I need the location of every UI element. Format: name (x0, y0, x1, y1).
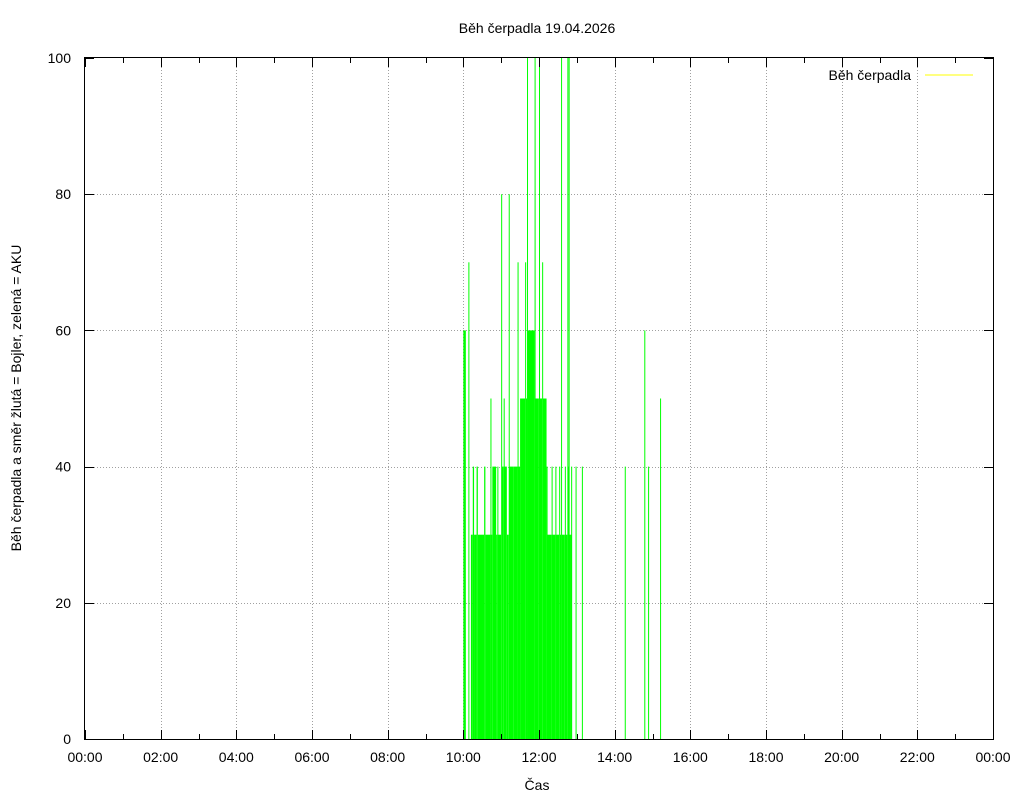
data-bar (568, 466, 570, 739)
data-bar (556, 534, 560, 739)
data-bar (567, 58, 569, 739)
y-tick-label: 60 (55, 322, 71, 338)
y-tick-label: 40 (55, 459, 71, 475)
data-bar (490, 398, 492, 739)
data-bar (564, 466, 566, 739)
data-bar (542, 398, 547, 739)
data-bar (470, 534, 473, 739)
data-bar (568, 58, 570, 739)
data-bar (501, 194, 503, 739)
data-bar (565, 534, 568, 739)
data-bar (472, 466, 475, 739)
data-bar (546, 466, 548, 739)
legend-label: Běh čerpadla (828, 67, 911, 83)
data-bar (539, 58, 540, 739)
x-tick-label: 00:00 (67, 749, 102, 765)
data-bar (552, 534, 556, 739)
data-bar (503, 398, 505, 739)
y-tick-label: 80 (55, 186, 71, 202)
data-bar (555, 466, 557, 739)
y-axis: 0 20 40 60 80 100 (48, 50, 72, 747)
data-bar (474, 534, 477, 739)
data-bar (508, 194, 510, 739)
data-bar (539, 398, 543, 739)
y-tick-label: 20 (55, 595, 71, 611)
data-bar (644, 330, 646, 739)
data-bar (569, 534, 571, 739)
data-bar (477, 534, 485, 739)
data-bar (581, 466, 583, 739)
x-tick-label: 06:00 (294, 749, 329, 765)
x-tick-label: 12:00 (521, 749, 556, 765)
data-bar (506, 534, 509, 739)
data-bar (496, 534, 498, 739)
data-bar (491, 534, 493, 739)
data-bar (504, 466, 507, 739)
data-bar (520, 398, 526, 739)
data-bar (476, 466, 478, 739)
data-bar (527, 58, 529, 739)
data-series-aku (463, 58, 662, 739)
data-bar (542, 262, 544, 739)
data-bar (513, 466, 518, 739)
chart-title: Běh čerpadla 19.04.2026 (459, 20, 616, 36)
data-bar (561, 58, 563, 739)
data-bar (509, 466, 514, 739)
x-tick-label: 10:00 (446, 749, 481, 765)
x-tick-label: 18:00 (748, 749, 783, 765)
x-tick-label: 14:00 (597, 749, 632, 765)
x-tick-label: 16:00 (673, 749, 708, 765)
data-bar (660, 398, 662, 739)
data-bar (468, 262, 470, 739)
y-axis-label: Běh čerpadla a směr žlutá = Bojler, zele… (8, 245, 24, 552)
data-bar (575, 466, 577, 739)
x-tick-label: 20:00 (824, 749, 859, 765)
data-bar (527, 330, 535, 739)
data-bar (525, 262, 527, 739)
x-tick-label: 08:00 (370, 749, 405, 765)
data-bar (547, 534, 552, 739)
x-tick-label: 02:00 (143, 749, 178, 765)
x-axis: 00:00 02:00 04:00 06:00 08:00 10:00 12:00 14:00… (67, 749, 1010, 765)
x-tick-label: 22:00 (900, 749, 935, 765)
data-bar (534, 58, 536, 739)
y-tick-label: 100 (48, 50, 72, 66)
data-bar (535, 398, 539, 739)
x-tick-label: 00:00 (975, 749, 1010, 765)
data-bar (501, 466, 504, 739)
axis-ticks (85, 58, 994, 740)
data-bar (497, 466, 499, 739)
data-bar (551, 466, 553, 739)
data-bar (571, 466, 573, 739)
data-bar (624, 466, 626, 739)
data-bar (559, 534, 562, 739)
x-axis-label: Čas (525, 777, 550, 793)
data-bar (485, 534, 491, 739)
data-bar (559, 466, 561, 739)
data-bar (570, 534, 572, 739)
data-bar (492, 466, 497, 739)
data-bar (517, 262, 519, 739)
data-bar (463, 330, 466, 739)
data-bar (525, 398, 528, 739)
data-bar (561, 534, 565, 739)
data-bar (648, 466, 650, 739)
data-bar (484, 466, 486, 739)
legend: Běh čerpadla (828, 67, 973, 83)
data-bar (498, 534, 502, 739)
plot-frame (84, 57, 994, 740)
data-bar (518, 466, 521, 739)
y-tick-label: 0 (63, 731, 71, 747)
data-bar (538, 398, 540, 739)
x-tick-label: 04:00 (219, 749, 254, 765)
